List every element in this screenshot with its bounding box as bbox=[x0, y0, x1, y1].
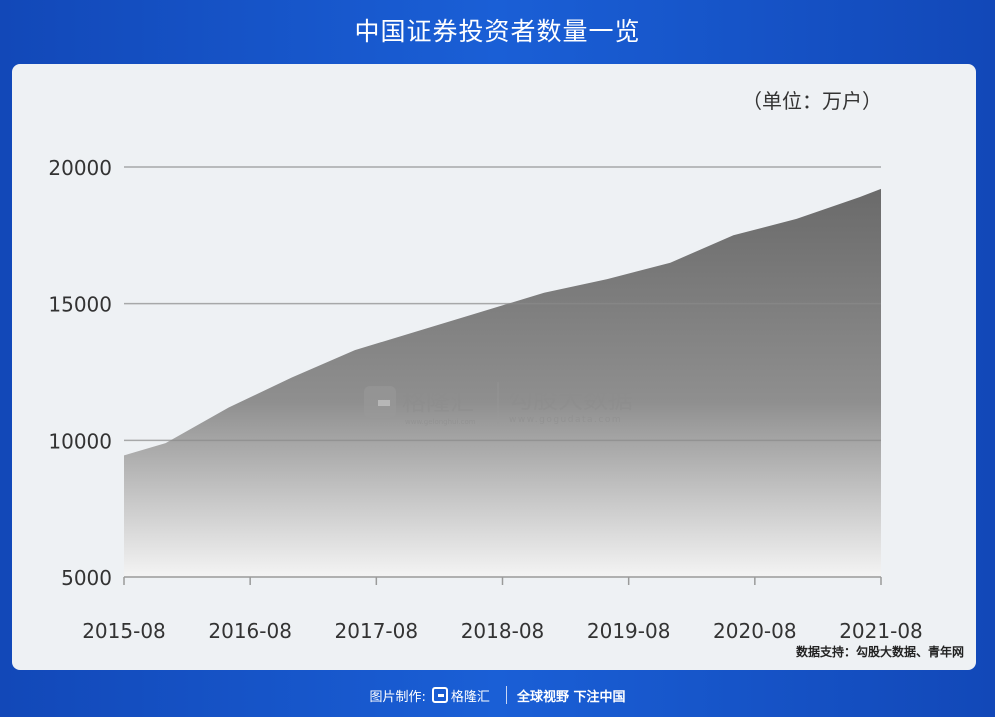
page-title: 中国证券投资者数量一览 bbox=[354, 17, 641, 46]
footer-slogan: 全球视野 下注中国 bbox=[516, 689, 626, 705]
y-tick-label: 5000 bbox=[61, 566, 112, 590]
chart-card: 格隆汇 www.gelonghui.com 勾股大数据 www.gogudata… bbox=[12, 64, 976, 670]
watermark-brand2: 勾股大数据 bbox=[508, 385, 633, 414]
x-tick-label: 2020-08 bbox=[713, 619, 797, 643]
watermark-brand2-url: www.gogudata.com bbox=[509, 415, 622, 425]
y-tick-label: 15000 bbox=[48, 293, 112, 317]
unit-note: （单位：万户） bbox=[742, 89, 882, 113]
gelonghui-logo-notch bbox=[378, 400, 390, 406]
x-tick-label: 2016-08 bbox=[208, 619, 292, 643]
footer-logo-text: 格隆汇 bbox=[450, 689, 490, 705]
watermark-brand1-url: www.gelonghui.com bbox=[405, 418, 476, 426]
x-tick-label: 2015-08 bbox=[82, 619, 166, 643]
footer-logo: 格隆汇 bbox=[431, 686, 490, 705]
y-tick-label: 20000 bbox=[48, 156, 112, 180]
y-tick-label: 10000 bbox=[48, 429, 112, 453]
footer: 图片制作: 格隆汇 全球视野 下注中国 bbox=[0, 680, 995, 710]
made-by-label: 图片制作: bbox=[369, 689, 426, 705]
x-tick-label: 2018-08 bbox=[461, 619, 545, 643]
x-tick-label: 2019-08 bbox=[587, 619, 671, 643]
gelonghui-logo-icon bbox=[431, 687, 448, 703]
x-tick-label: 2021-08 bbox=[839, 619, 923, 643]
watermark-brand1: 格隆汇 bbox=[402, 388, 474, 416]
area-chart: 格隆汇 www.gelonghui.com 勾股大数据 www.gogudata… bbox=[48, 89, 964, 659]
footer-divider bbox=[505, 686, 507, 704]
x-tick-label: 2017-08 bbox=[335, 619, 419, 643]
source-note: 数据支持：勾股大数据、青年网 bbox=[796, 644, 964, 659]
area-series bbox=[124, 188, 881, 577]
watermark: 格隆汇 www.gelonghui.com 勾股大数据 www.gogudata… bbox=[364, 382, 633, 426]
